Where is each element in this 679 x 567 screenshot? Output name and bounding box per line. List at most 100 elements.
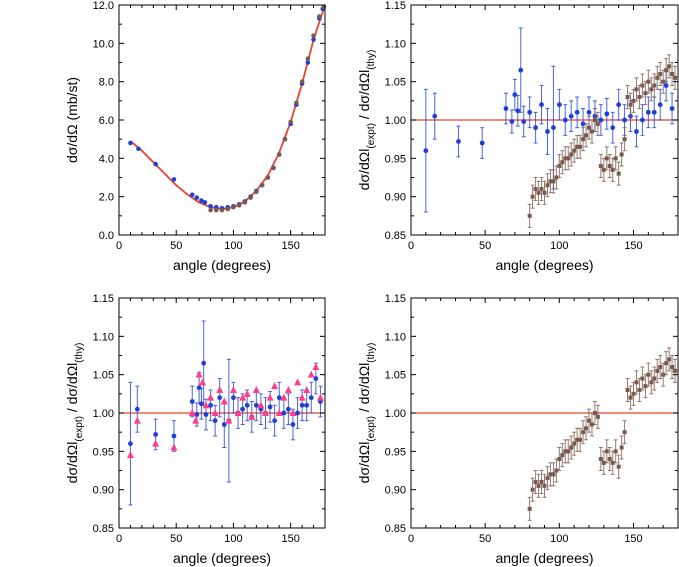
- data-point: [643, 91, 648, 96]
- data-point: [542, 190, 547, 195]
- chart-panel-2: 0 50 100 150 0.85 0.90 0.95 1.00 1.05 1.10 1.15 ang…: [356, 0, 679, 273]
- data-point: [542, 483, 547, 488]
- y-tick-label: 8.0: [99, 77, 114, 89]
- data-point: [669, 106, 675, 111]
- x-tick-label: 50: [479, 533, 491, 545]
- y-tick-label: 1.10: [93, 331, 114, 343]
- data-point-triangle: [170, 443, 178, 451]
- data-point: [527, 506, 532, 511]
- data-point: [136, 146, 141, 152]
- data-point: [634, 87, 639, 92]
- data-point: [595, 414, 600, 419]
- data-point: [670, 72, 675, 76]
- y-tick-label: 1.05: [385, 370, 406, 382]
- data-point: [628, 102, 633, 107]
- data-point: [533, 480, 538, 484]
- data-point: [587, 125, 591, 130]
- data-point: [646, 79, 651, 84]
- data-point: [578, 437, 583, 442]
- data-point: [539, 480, 544, 484]
- data-point-triangle: [271, 382, 279, 390]
- y-axis-label: dσ/dΩl(expt) / dσ/dΩl(thy): [356, 343, 377, 484]
- y-label-sub-expt: (expt): [74, 416, 85, 442]
- data-point: [649, 87, 654, 92]
- data-point: [545, 183, 550, 188]
- data-point: [189, 399, 195, 404]
- x-tick-label: 100: [550, 533, 568, 545]
- data-point-triangle: [126, 451, 134, 459]
- data-point: [153, 432, 159, 437]
- data-point: [586, 109, 592, 115]
- data-point: [276, 152, 282, 157]
- data-point-triangle: [248, 412, 256, 420]
- data-point: [194, 412, 200, 417]
- data-point: [231, 395, 236, 401]
- data-point-triangle: [307, 370, 315, 378]
- data-point: [661, 79, 666, 84]
- data-point: [236, 202, 242, 208]
- data-point: [587, 418, 591, 423]
- data-point-triangle: [152, 439, 160, 447]
- data-point: [554, 468, 559, 473]
- data-point: [299, 402, 305, 408]
- data-point: [536, 483, 541, 488]
- data-point-triangle: [284, 386, 292, 393]
- data-point-triangle: [312, 363, 320, 370]
- data-point: [610, 125, 616, 131]
- data-point: [658, 72, 663, 76]
- data-point: [598, 457, 603, 461]
- data-point: [423, 148, 429, 154]
- data-point: [557, 457, 562, 461]
- data-point: [563, 156, 568, 161]
- x-tick-label: 100: [224, 240, 242, 252]
- y-label-main: dσ/dΩl: [356, 149, 372, 191]
- y-axis-label: dσ/dΩl(expt) / dσ/dΩl(thy): [64, 343, 85, 484]
- y-label-mid: / dσ/dΩl: [356, 363, 372, 416]
- data-point: [580, 121, 586, 127]
- x-tick-label: 50: [170, 533, 182, 545]
- data-point: [536, 190, 541, 195]
- y-tick-label: 1.10: [385, 331, 406, 343]
- data-point: [568, 113, 574, 119]
- data-point: [562, 117, 568, 123]
- data-point: [581, 137, 586, 142]
- data-point: [566, 449, 571, 454]
- x-tick-label: 150: [281, 533, 299, 545]
- data-point: [267, 404, 273, 410]
- data-point: [574, 109, 580, 115]
- data-point: [575, 437, 580, 442]
- data-point: [221, 422, 227, 427]
- x-tick-label: 100: [224, 533, 242, 545]
- data-point-triangle: [192, 416, 200, 424]
- data-point-triangle: [261, 409, 269, 416]
- data-point: [272, 418, 278, 424]
- data-point: [240, 406, 246, 412]
- data-point: [604, 449, 609, 454]
- data-point: [128, 441, 133, 447]
- x-axis-label: angle (degrees): [495, 257, 593, 273]
- data-point: [316, 14, 322, 19]
- data-point: [551, 179, 556, 184]
- data-point: [640, 117, 645, 123]
- data-point-triangle: [207, 393, 215, 401]
- data-point: [189, 192, 195, 198]
- data-point-triangle: [199, 378, 207, 386]
- y-label-sub-thy: (thy): [74, 343, 85, 363]
- y-tick-label: 0.95: [93, 446, 114, 458]
- data-point: [610, 167, 615, 172]
- data-point: [153, 161, 158, 167]
- data-point-triangle: [266, 393, 274, 401]
- data-point: [530, 194, 535, 199]
- data-point: [616, 102, 622, 108]
- data-point: [304, 402, 310, 408]
- y-tick-label: 6.0: [99, 115, 114, 127]
- data-point: [601, 167, 606, 172]
- y-label-sub-expt: (expt): [366, 123, 377, 149]
- data-point: [288, 119, 293, 125]
- data-point: [619, 152, 624, 157]
- data-point: [128, 140, 133, 146]
- x-tick-label: 0: [116, 240, 122, 252]
- data-point: [613, 156, 618, 161]
- data-point: [619, 445, 624, 450]
- data-point: [560, 453, 565, 458]
